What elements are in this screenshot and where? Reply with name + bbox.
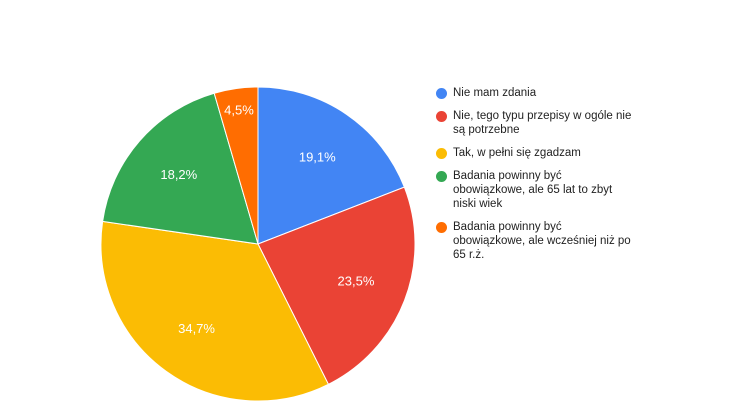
pie-slice-0 bbox=[257, 86, 405, 245]
legend-item-3: Badania powinny być obowiązkowe, ale 65 … bbox=[436, 169, 636, 211]
pie-slice-1 bbox=[257, 186, 416, 386]
legend-swatch-1 bbox=[436, 111, 447, 122]
legend-swatch-4 bbox=[436, 222, 447, 233]
legend-item-1: Nie, tego typu przepisy w ogóle nie są p… bbox=[436, 109, 636, 137]
pie-slice-4 bbox=[213, 86, 259, 245]
slice-label-3: 18,2% bbox=[160, 167, 197, 182]
legend-swatch-3 bbox=[436, 171, 447, 182]
legend-label-2: Tak, w pełni się zgadzam bbox=[453, 147, 581, 159]
pie-slice-2 bbox=[100, 220, 330, 402]
legend-swatch-0 bbox=[436, 88, 447, 99]
legend-swatch-2 bbox=[436, 148, 447, 159]
legend-label-0: Nie mam zdania bbox=[453, 87, 537, 99]
slice-label-4: 4,5% bbox=[224, 102, 254, 117]
legend-item-0: Nie mam zdania bbox=[436, 86, 636, 100]
pie-slice-3 bbox=[102, 92, 259, 245]
legend-item-2: Tak, w pełni się zgadzam bbox=[436, 146, 636, 160]
slice-label-0: 19,1% bbox=[299, 149, 336, 164]
legend-item-4: Badania powinny być obowiązkowe, ale wcz… bbox=[436, 220, 636, 262]
legend-label-1: Nie, tego typu przepisy w ogóle nie są p… bbox=[453, 110, 632, 136]
chart-legend: Nie mam zdania Nie, tego typu przepisy w … bbox=[436, 86, 636, 271]
slice-label-2: 34,7% bbox=[178, 321, 215, 336]
legend-label-3: Badania powinny być obowiązkowe, ale 65 … bbox=[453, 170, 613, 210]
slice-label-1: 23,5% bbox=[338, 274, 375, 289]
legend-label-4: Badania powinny być obowiązkowe, ale wcz… bbox=[453, 221, 631, 261]
